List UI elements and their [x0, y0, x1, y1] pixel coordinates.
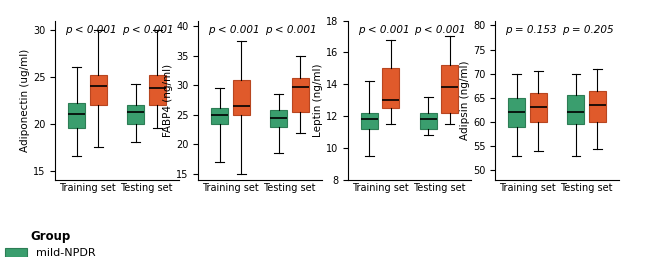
PathPatch shape [149, 75, 166, 105]
Text: p = 0.153: p = 0.153 [505, 25, 557, 35]
PathPatch shape [270, 110, 287, 127]
Text: p < 0.001: p < 0.001 [358, 25, 410, 35]
Y-axis label: Adiponectin (ug/ml): Adiponectin (ug/ml) [20, 49, 31, 152]
Y-axis label: FABP4 (ng/ml): FABP4 (ng/ml) [163, 64, 174, 137]
Text: p < 0.001: p < 0.001 [415, 25, 466, 35]
PathPatch shape [382, 68, 399, 108]
Text: p = 0.205: p = 0.205 [562, 25, 614, 35]
PathPatch shape [530, 93, 547, 122]
PathPatch shape [508, 98, 525, 127]
Y-axis label: Adipsin (ng/ml): Adipsin (ng/ml) [460, 60, 471, 140]
Text: p < 0.001: p < 0.001 [65, 25, 117, 35]
PathPatch shape [589, 90, 606, 122]
Legend: mild-NPDR, STDR: mild-NPDR, STDR [5, 230, 96, 257]
PathPatch shape [68, 103, 85, 128]
Text: p < 0.001: p < 0.001 [122, 25, 174, 35]
PathPatch shape [361, 113, 378, 129]
PathPatch shape [90, 75, 107, 105]
Text: p < 0.001: p < 0.001 [265, 25, 317, 35]
PathPatch shape [441, 65, 458, 113]
PathPatch shape [420, 113, 437, 129]
PathPatch shape [567, 95, 584, 124]
PathPatch shape [292, 78, 309, 112]
Text: p < 0.001: p < 0.001 [208, 25, 260, 35]
Y-axis label: Leptin (ng/ml): Leptin (ng/ml) [313, 63, 323, 137]
PathPatch shape [233, 80, 250, 115]
PathPatch shape [127, 105, 144, 124]
PathPatch shape [211, 108, 228, 124]
